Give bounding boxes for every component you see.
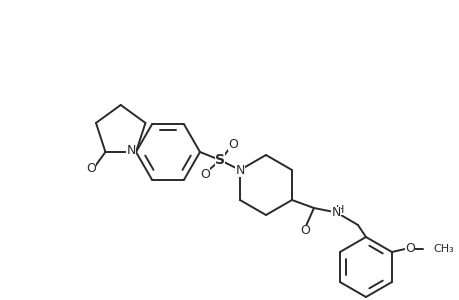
Text: H: H <box>335 205 343 215</box>
Text: O: O <box>228 137 237 151</box>
Text: S: S <box>214 153 224 167</box>
Text: N: N <box>126 143 135 157</box>
Text: O: O <box>404 242 414 256</box>
Text: O: O <box>299 224 309 238</box>
Text: N: N <box>235 164 244 176</box>
Text: CH₃: CH₃ <box>432 244 453 254</box>
Text: O: O <box>86 162 95 175</box>
Text: O: O <box>200 167 209 181</box>
Text: N: N <box>330 206 340 220</box>
